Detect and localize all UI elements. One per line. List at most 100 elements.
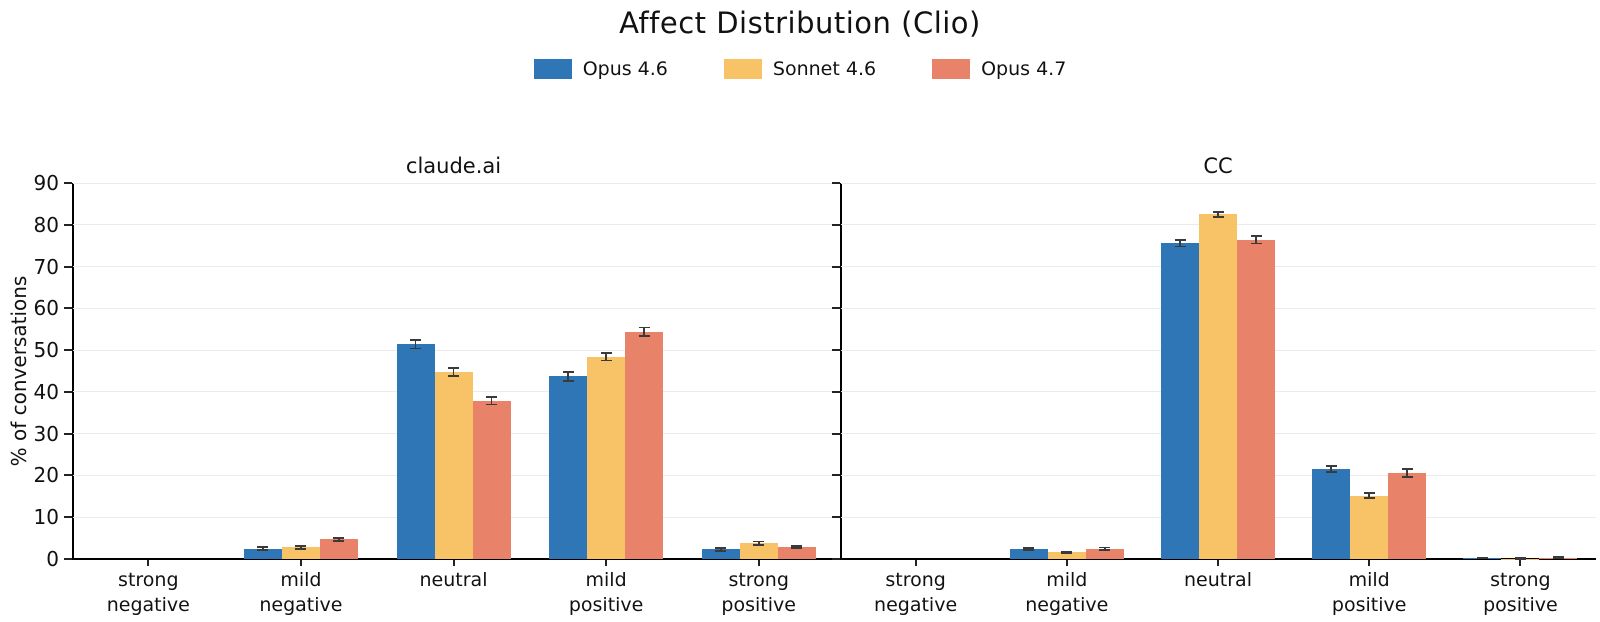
y-tick-label: 80 — [33, 212, 59, 237]
y-tick-mark — [832, 223, 840, 226]
subplot-title: CC — [1203, 154, 1233, 178]
x-tick-mark — [757, 560, 760, 566]
error-bar — [262, 547, 264, 550]
y-tick-mark — [832, 474, 840, 477]
y-tick-mark — [832, 516, 840, 519]
error-bar-cap — [333, 536, 345, 539]
error-bar-cap — [1325, 470, 1337, 473]
x-tick-label: mild negative — [1025, 569, 1109, 616]
legend-label: Opus 4.6 — [582, 58, 668, 80]
y-tick-mark — [832, 265, 840, 268]
x-tick-mark — [605, 560, 608, 566]
error-bar — [795, 545, 798, 549]
x-tick-mark — [1519, 560, 1522, 566]
error-bar-cap — [562, 371, 574, 374]
error-bar — [338, 537, 340, 542]
bar-sonnet-4-6 — [1199, 214, 1237, 559]
gridline-80 — [73, 224, 835, 226]
error-bar — [1406, 469, 1409, 477]
bar-opus-4-6 — [1312, 468, 1351, 559]
y-tick-mark — [832, 558, 840, 560]
y-tick-mark — [64, 432, 72, 435]
bar-sonnet-4-6 — [1350, 495, 1389, 559]
plot-area: strong negative mild negative neutral mild … — [832, 182, 1596, 616]
x-axis-spine — [72, 558, 835, 560]
y-axis-spine — [840, 183, 842, 560]
bar-opus-4-7 — [625, 331, 664, 559]
error-bar — [1330, 465, 1333, 472]
x-tick-label: neutral — [419, 569, 488, 591]
bar-opus-4-7 — [472, 400, 511, 559]
y-tick-mark — [832, 432, 840, 435]
y-tick-label: 90 — [33, 171, 59, 195]
legend-label: Sonnet 4.6 — [772, 58, 877, 80]
y-tick-label: 50 — [33, 338, 59, 363]
error-bar-cap — [638, 335, 650, 337]
legend-label: Opus 4.7 — [981, 58, 1067, 80]
legend-item: Opus 4.6 — [533, 58, 668, 80]
error-bar-cap — [753, 540, 765, 543]
error-bar — [1217, 211, 1219, 217]
error-bar — [490, 396, 493, 405]
error-bar — [1103, 547, 1106, 550]
blue-swatch — [533, 59, 572, 79]
error-bar-cap — [600, 359, 612, 362]
gridline-70 — [73, 266, 835, 268]
y-tick-mark — [64, 390, 72, 393]
error-bar-cap — [791, 547, 803, 550]
subplot-claude-ai: claude.ai 0 10 20 30 40 50 60 70 80 90 strong nega… — [34, 0, 835, 622]
error-bar-cap — [1023, 549, 1035, 551]
error-bar-cap — [410, 347, 421, 350]
bar-opus-4-7 — [1237, 239, 1275, 559]
bar-sonnet-4-6 — [739, 543, 778, 559]
error-bar — [757, 541, 760, 545]
x-tick-mark — [1368, 560, 1371, 566]
error-bar — [452, 367, 455, 377]
y-tick-label: 60 — [33, 296, 59, 321]
y-tick-label: 70 — [33, 254, 59, 279]
error-bar-cap — [1061, 552, 1073, 555]
error-bar — [567, 372, 569, 381]
error-bar-cap — [1363, 497, 1375, 499]
bar-opus-4-7 — [1085, 548, 1124, 559]
error-bar-cap — [1476, 557, 1488, 560]
x-axis-spine — [840, 558, 1596, 560]
bar-sonnet-4-6 — [434, 371, 473, 559]
error-bar-cap — [1325, 464, 1337, 467]
y-tick-label: 10 — [33, 505, 59, 530]
bar-sonnet-4-6 — [281, 547, 320, 559]
x-tick-label: strong negative — [106, 569, 190, 616]
bar-opus-4-6 — [1161, 243, 1199, 559]
y-tick-mark — [64, 307, 72, 310]
legend-item: Opus 4.7 — [932, 58, 1066, 80]
plot-area: 0 10 20 30 40 50 60 70 80 90 strong negative mild n… — [34, 171, 835, 616]
y-tick-label: 40 — [33, 379, 59, 404]
y-tick-mark — [64, 223, 72, 226]
error-bar-cap — [1061, 550, 1073, 553]
bar-opus-4-6 — [396, 344, 435, 559]
error-bar-cap — [715, 547, 727, 550]
y-tick-label: 30 — [33, 421, 59, 446]
error-bar-cap — [600, 352, 612, 354]
error-bar-cap — [562, 379, 574, 382]
bar-opus-4-6 — [243, 548, 282, 559]
error-bar — [1179, 239, 1181, 247]
error-bar-cap — [753, 543, 765, 546]
error-bar-cap — [1099, 546, 1111, 549]
error-bar-cap — [1023, 547, 1035, 549]
chart-title: Affect Distribution (Clio) — [619, 6, 981, 40]
error-bar — [414, 340, 417, 349]
error-bar-cap — [486, 403, 497, 406]
error-bar-cap — [791, 544, 803, 547]
y-tick-mark — [832, 349, 840, 352]
y-tick-mark — [64, 516, 72, 519]
y-axis-spine — [72, 183, 74, 560]
x-tick-label: strong positive — [721, 569, 796, 616]
y-tick-mark — [64, 349, 72, 352]
bar-sonnet-4-6 — [587, 356, 626, 559]
x-tick-label: strong negative — [874, 569, 958, 616]
error-bar-cap — [1250, 242, 1262, 245]
error-bar — [1255, 236, 1257, 244]
gridline-90 — [73, 182, 835, 184]
legend-item: Sonnet 4.6 — [723, 58, 877, 80]
